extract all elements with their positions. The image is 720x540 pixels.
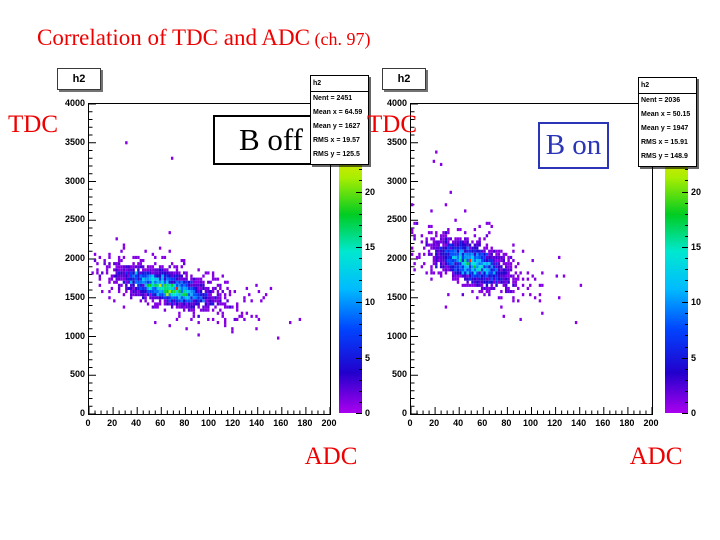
tick-label: 200 <box>643 418 659 428</box>
stats-mean-x: Mean x = 64.59 <box>313 109 363 116</box>
colorbar-b-on <box>665 103 688 413</box>
histogram-scatter-b-off <box>88 103 331 415</box>
tick-label: 4000 <box>64 98 85 108</box>
tick-label: 2000 <box>386 253 407 263</box>
annotation-box-b-off: B off <box>213 115 329 165</box>
tick-label: 0 <box>407 418 413 428</box>
tick-label: 5 <box>365 352 371 363</box>
slide-title-main: Correlation of TDC and ADC <box>37 25 310 50</box>
colorbar-tick <box>356 413 362 414</box>
tick-label: 1500 <box>64 291 85 302</box>
slide-title: Correlation of TDC and ADC (ch. 97) <box>37 25 370 51</box>
tick-label: 200 <box>321 418 337 428</box>
tick-label: 20 <box>365 186 376 197</box>
plot-frame-b-on <box>410 103 653 415</box>
tick-label: 10 <box>365 297 376 308</box>
tick-label: 0 <box>365 408 371 418</box>
colorbar-b-off <box>339 103 362 413</box>
tick-label: 0 <box>401 408 407 418</box>
annotation-label-b-off: B off <box>238 122 303 157</box>
annotation-label-b-on: B on <box>545 129 602 161</box>
x-axis-title-adc: ADC <box>629 443 683 470</box>
annotation-box-b-on: B on <box>538 122 609 169</box>
tick-label: 5 <box>691 352 697 363</box>
tick-label: 1000 <box>386 330 407 341</box>
tick-label: 160 <box>273 418 289 428</box>
stats-rms-x: RMS x = 15.91 <box>641 139 688 146</box>
tick-label: 160 <box>595 418 611 428</box>
stats-title: h2 <box>639 78 696 94</box>
tick-label: 3000 <box>64 175 85 186</box>
tick-label: 40 <box>453 418 464 428</box>
tick-label: 80 <box>179 418 190 428</box>
y-axis-title-tdc: TDC <box>367 111 417 138</box>
tick-label: 180 <box>297 418 313 428</box>
tick-label: 1500 <box>386 291 407 302</box>
tick-label: 40 <box>131 418 142 428</box>
tick-label: 2000 <box>64 253 85 263</box>
tick-label: 100 <box>200 418 217 428</box>
tick-label: 80 <box>501 418 512 428</box>
pad-title-box: h2 <box>382 68 426 90</box>
tick-label: 3000 <box>386 175 407 186</box>
tick-label: 10 <box>691 297 702 308</box>
stats-rms-y: RMS y = 125.5 <box>313 151 360 158</box>
stats-entries: Nent = 2451 <box>313 95 353 102</box>
stats-entries: Nent = 2036 <box>641 97 681 104</box>
tick-label: 20 <box>429 418 440 428</box>
histogram-scatter-b-on <box>410 103 653 415</box>
stats-box-b-off: h2 Nent = 2451 Mean x = 64.59 Mean y = 1… <box>310 75 369 165</box>
tick-label: 140 <box>249 418 265 428</box>
colorbar-tick <box>682 413 688 414</box>
tick-label: 1000 <box>64 330 85 341</box>
tick-label: 3500 <box>64 136 85 147</box>
tick-label: 100 <box>522 418 539 428</box>
stats-mean-x: Mean x = 50.15 <box>641 111 691 118</box>
stats-box-b-on: h2 Nent = 2036 Mean x = 50.15 Mean y = 1… <box>638 77 697 167</box>
tick-label: 140 <box>571 418 587 428</box>
tick-label: 60 <box>477 418 488 428</box>
tick-label: 0 <box>691 408 697 418</box>
pad-title-box: h2 <box>57 68 101 90</box>
stats-title: h2 <box>311 76 368 92</box>
tick-label: 0 <box>79 408 85 418</box>
pad-title-label: h2 <box>397 73 411 85</box>
tick-label: 60 <box>155 418 166 428</box>
y-axis-title-tdc: TDC <box>8 111 58 138</box>
tick-label: 500 <box>69 369 85 380</box>
tick-label: 0 <box>85 418 91 428</box>
tick-label: 500 <box>391 369 407 380</box>
stats-rms-y: RMS y = 148.9 <box>641 153 688 160</box>
tick-label: 4000 <box>386 98 407 108</box>
tick-label: 2500 <box>386 214 407 225</box>
tick-label: 15 <box>691 241 702 252</box>
x-axis-title-adc: ADC <box>304 443 358 470</box>
tick-label: 20 <box>691 186 702 197</box>
tick-label: 15 <box>365 241 376 252</box>
tick-label: 2500 <box>64 214 85 225</box>
tick-label: 120 <box>547 418 563 428</box>
pad-title-label: h2 <box>72 73 86 85</box>
tick-label: 120 <box>225 418 241 428</box>
stats-mean-y: Mean y = 1627 <box>313 123 361 130</box>
stats-mean-y: Mean y = 1947 <box>641 125 689 132</box>
slide-title-suffix: (ch. 97) <box>310 29 371 49</box>
stats-rms-x: RMS x = 19.57 <box>313 137 360 144</box>
tick-label: 20 <box>107 418 118 428</box>
tick-label: 180 <box>619 418 635 428</box>
